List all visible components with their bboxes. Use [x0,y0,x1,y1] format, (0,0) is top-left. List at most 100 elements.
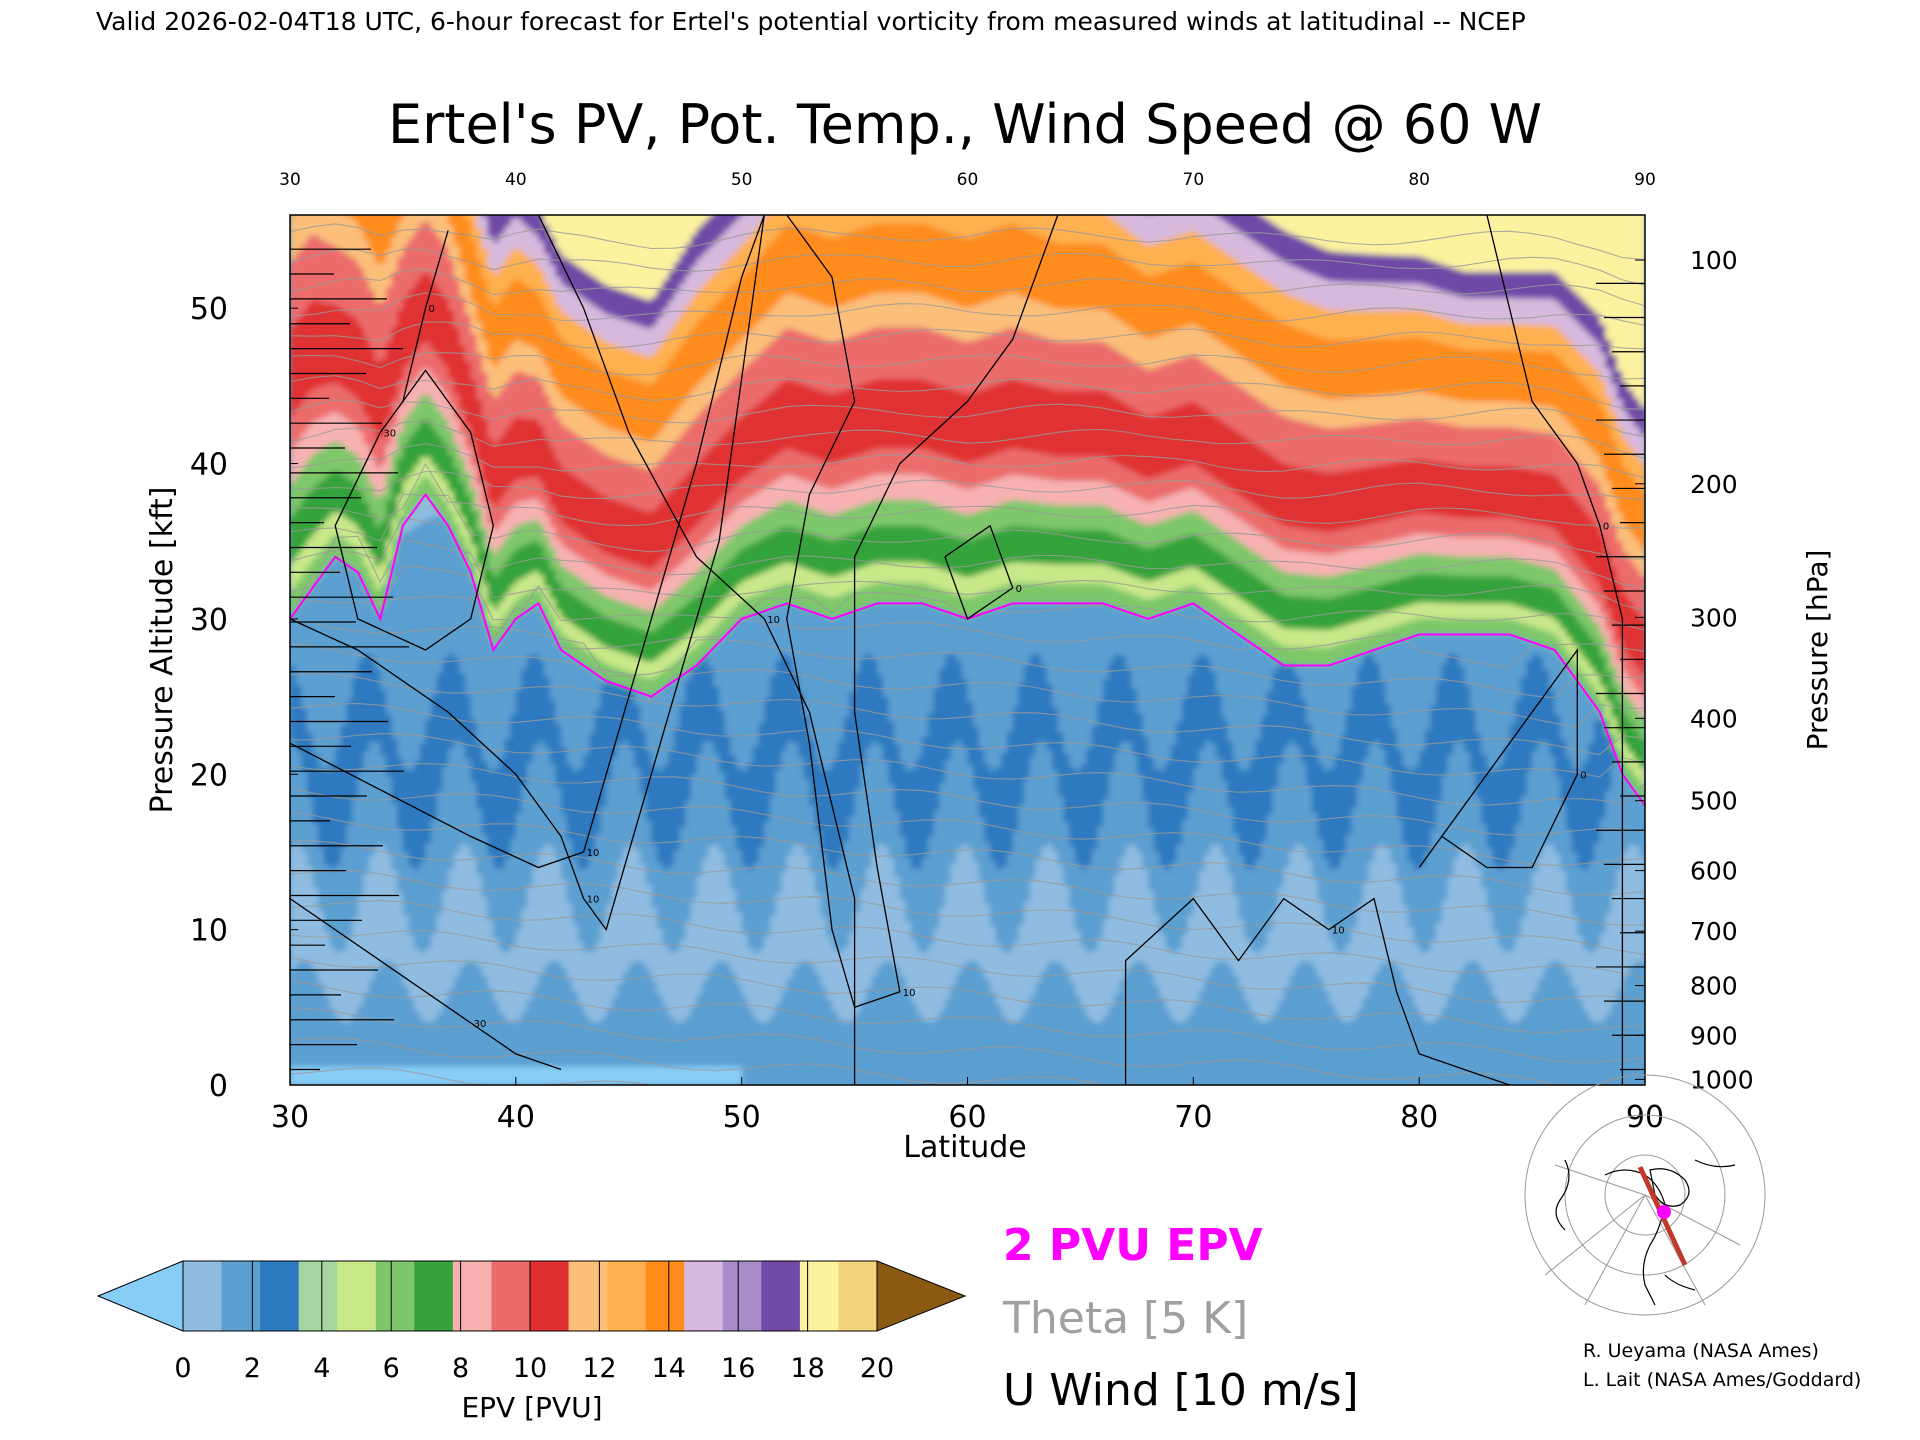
y-tick-label: 50 [190,292,228,327]
pv-strip [1142,337,1149,369]
pv-strip [318,302,325,387]
pv-strip [826,648,833,770]
pv-strip [1582,511,1590,568]
pv-strip [1283,526,1290,550]
pv-strip [470,512,477,545]
pv-strip [459,433,466,458]
pv-strip [504,428,511,491]
pv-strip [656,928,664,995]
pv-strip [927,476,935,503]
pv-strip [781,450,788,476]
pv-strip [916,327,923,379]
pv-strip [397,537,404,658]
pv-strip [1424,1022,1432,1085]
pv-strip [1515,539,1522,560]
pv-strip [719,390,726,438]
pv-strip [1255,578,1262,611]
pv-strip [476,808,483,875]
pv-strip [295,215,302,253]
pv-strip [1255,952,1262,1021]
pv-strip [611,650,619,668]
pv-strip [1041,184,1047,204]
pv-strip [301,433,308,467]
pv-strip [555,248,562,277]
pv-strip [1182,233,1189,265]
pv-strip [640,439,647,468]
pv-strip [1492,215,1499,272]
pv-strip [1165,593,1172,613]
pv-strip [1436,289,1443,317]
pv-strip [933,566,940,588]
pv-strip [414,485,421,507]
pv-strip [973,789,980,862]
pv-strip [306,303,314,392]
pv-strip [961,597,969,618]
pv-strip [1215,215,1223,217]
pv-strip [1402,283,1409,311]
pv-strip [419,498,427,522]
pv-strip [1272,380,1279,412]
pv-strip [668,550,675,573]
pv-strip [1182,404,1189,467]
pv-strip [1165,363,1172,411]
pv-strip [532,348,540,377]
pv-strip [611,500,619,557]
pv-strip [532,746,540,866]
pv-strip [1481,618,1488,635]
pv-strip [470,333,477,381]
pv-strip [572,292,579,321]
pv-strip [1385,338,1392,395]
pv-strip [1503,603,1511,619]
pv-strip [1040,337,1048,388]
pv-strip [436,516,444,583]
pv-strip [481,372,489,419]
pv-strip [668,1016,675,1085]
pv-strip [1323,923,1330,991]
pv-strip [933,688,940,811]
pv-strip [1300,422,1307,468]
pv-strip [1057,647,1065,733]
pv-strip [1119,322,1127,355]
pv-strip [1368,650,1375,654]
pv-strip [1018,449,1025,476]
pv-strip [950,510,957,537]
pv-strip [1345,310,1353,340]
pv-strip [1549,649,1556,691]
pv-strip [397,892,404,974]
pv-strip [1509,297,1516,324]
pv-strip [1232,539,1240,563]
pv-strip [419,953,427,1020]
pv-strip [719,620,726,640]
pv-strip [1588,637,1595,667]
pv-strip [1198,267,1206,330]
pv-strip [758,254,765,320]
pv-strip [1441,463,1448,516]
pv-strip [1040,478,1048,504]
pv-strip [369,855,376,980]
pv-strip [1153,985,1161,1085]
pv-strip [832,341,839,394]
pv-strip [640,566,647,588]
pv-strip [623,320,630,349]
pv-strip [1498,1008,1505,1085]
pv-strip [1198,360,1206,408]
pv-strip [572,770,579,860]
pv-strip [498,215,506,235]
pv-strip [323,931,331,997]
pv-strip [640,793,647,864]
pv-strip [1633,961,1640,1085]
pv-strip [555,610,562,628]
pv-strip [939,783,946,908]
pv-strip [419,222,427,275]
pv-strip [1340,660,1347,735]
pv-strip [1131,266,1138,330]
pv-strip [894,561,901,583]
pv-strip [346,314,353,392]
pv-strip [1283,549,1290,573]
pv-strip [1198,407,1206,470]
pv-strip [1379,844,1386,965]
pv-strip [905,292,912,328]
pv-strip [1176,608,1183,722]
pv-strip [690,551,698,575]
pv-strip [1283,866,1290,988]
